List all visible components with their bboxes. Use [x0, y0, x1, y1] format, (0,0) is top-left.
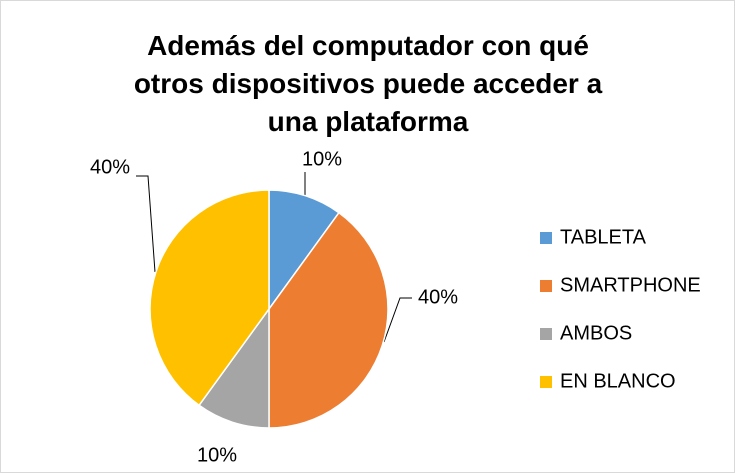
legend-label: AMBOS — [560, 322, 632, 344]
leader-line — [136, 175, 156, 273]
legend-label: TABLETA — [560, 226, 647, 248]
pie-slice — [198, 306, 270, 429]
leader-line — [383, 297, 412, 343]
data-label: 10% — [302, 148, 342, 170]
legend-label: EN BLANCO — [560, 370, 676, 392]
data-label: 40% — [90, 156, 130, 178]
legend-swatch — [540, 328, 552, 340]
legend-swatch — [540, 376, 552, 388]
legend-label: SMARTPHONE — [560, 274, 701, 296]
legend-swatch — [540, 232, 552, 244]
chart-title: Además del computador con qué otros dispo… — [134, 30, 603, 137]
data-label: 40% — [418, 286, 458, 308]
pie-slice — [268, 189, 340, 312]
legend-swatch — [540, 280, 552, 292]
pie-slice — [268, 211, 389, 429]
pie-slice — [149, 189, 270, 407]
data-label: 10% — [197, 444, 237, 466]
